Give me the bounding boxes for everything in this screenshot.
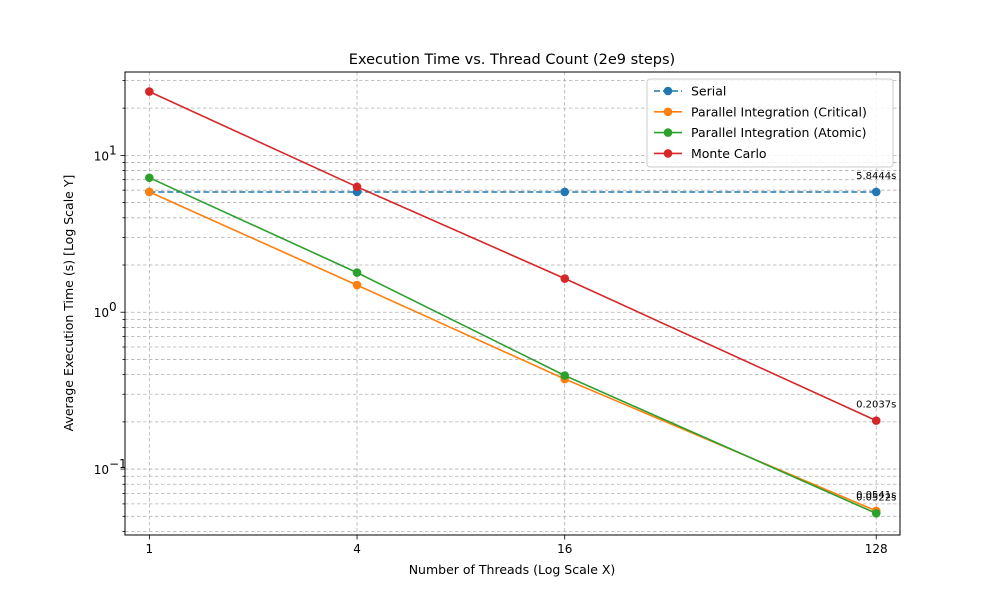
plot-frame bbox=[124, 71, 901, 536]
data-point bbox=[352, 182, 362, 192]
y-tick-label: 10 bbox=[94, 306, 109, 320]
y-tick-exponent: −1 bbox=[109, 457, 127, 471]
data-point bbox=[352, 280, 362, 290]
y-tick-exponent: 1 bbox=[109, 143, 117, 157]
data-label: 0.2037s bbox=[856, 400, 896, 411]
x-axis-label: Number of Threads (Log Scale X) bbox=[409, 562, 616, 577]
y-tick-label: 10 bbox=[94, 149, 109, 163]
data-point bbox=[145, 187, 154, 197]
y-axis-label: Average Execution Time (s) [Log Scale Y] bbox=[61, 175, 76, 432]
legend-marker bbox=[663, 128, 673, 137]
data-label: 0.0522s bbox=[856, 492, 896, 503]
data-label: 5.8444s bbox=[856, 171, 896, 182]
series-line bbox=[148, 90, 877, 422]
series-line bbox=[148, 191, 877, 512]
legend-entry-label: Parallel Integration (Critical) bbox=[691, 104, 867, 119]
legend-box bbox=[646, 78, 894, 168]
legend-entry-label: Parallel Integration (Atomic) bbox=[691, 125, 867, 140]
data-point bbox=[145, 87, 154, 96]
data-point bbox=[560, 274, 570, 283]
x-tick-label: 128 bbox=[865, 542, 888, 556]
data-point bbox=[871, 416, 881, 425]
data-point bbox=[560, 371, 570, 380]
series-layer bbox=[145, 87, 881, 518]
legend-marker bbox=[663, 86, 673, 96]
y-tick-exponent: 0 bbox=[109, 300, 117, 314]
x-tick-label: 16 bbox=[557, 542, 572, 556]
y-tick-label: 10 bbox=[94, 463, 109, 477]
data-point bbox=[145, 173, 154, 183]
chart-title: Execution Time vs. Thread Count (2e9 ste… bbox=[349, 52, 675, 68]
data-point bbox=[871, 187, 881, 197]
data-point bbox=[352, 268, 362, 277]
data-point bbox=[871, 509, 881, 518]
legend: Serial Parallel Integration (Critical) Par… bbox=[646, 78, 894, 168]
legend-marker bbox=[663, 149, 673, 158]
x-tick-label: 4 bbox=[353, 542, 361, 556]
legend-marker bbox=[663, 107, 673, 117]
series-line bbox=[148, 176, 877, 515]
legend-entry-label: Monte Carlo bbox=[691, 146, 767, 161]
x-tick-label: 1 bbox=[146, 542, 154, 556]
legend-entry-label: Serial bbox=[691, 84, 726, 99]
grid-layer bbox=[125, 72, 900, 535]
data-point bbox=[560, 187, 570, 197]
data-label: 0.0541s bbox=[856, 490, 896, 501]
